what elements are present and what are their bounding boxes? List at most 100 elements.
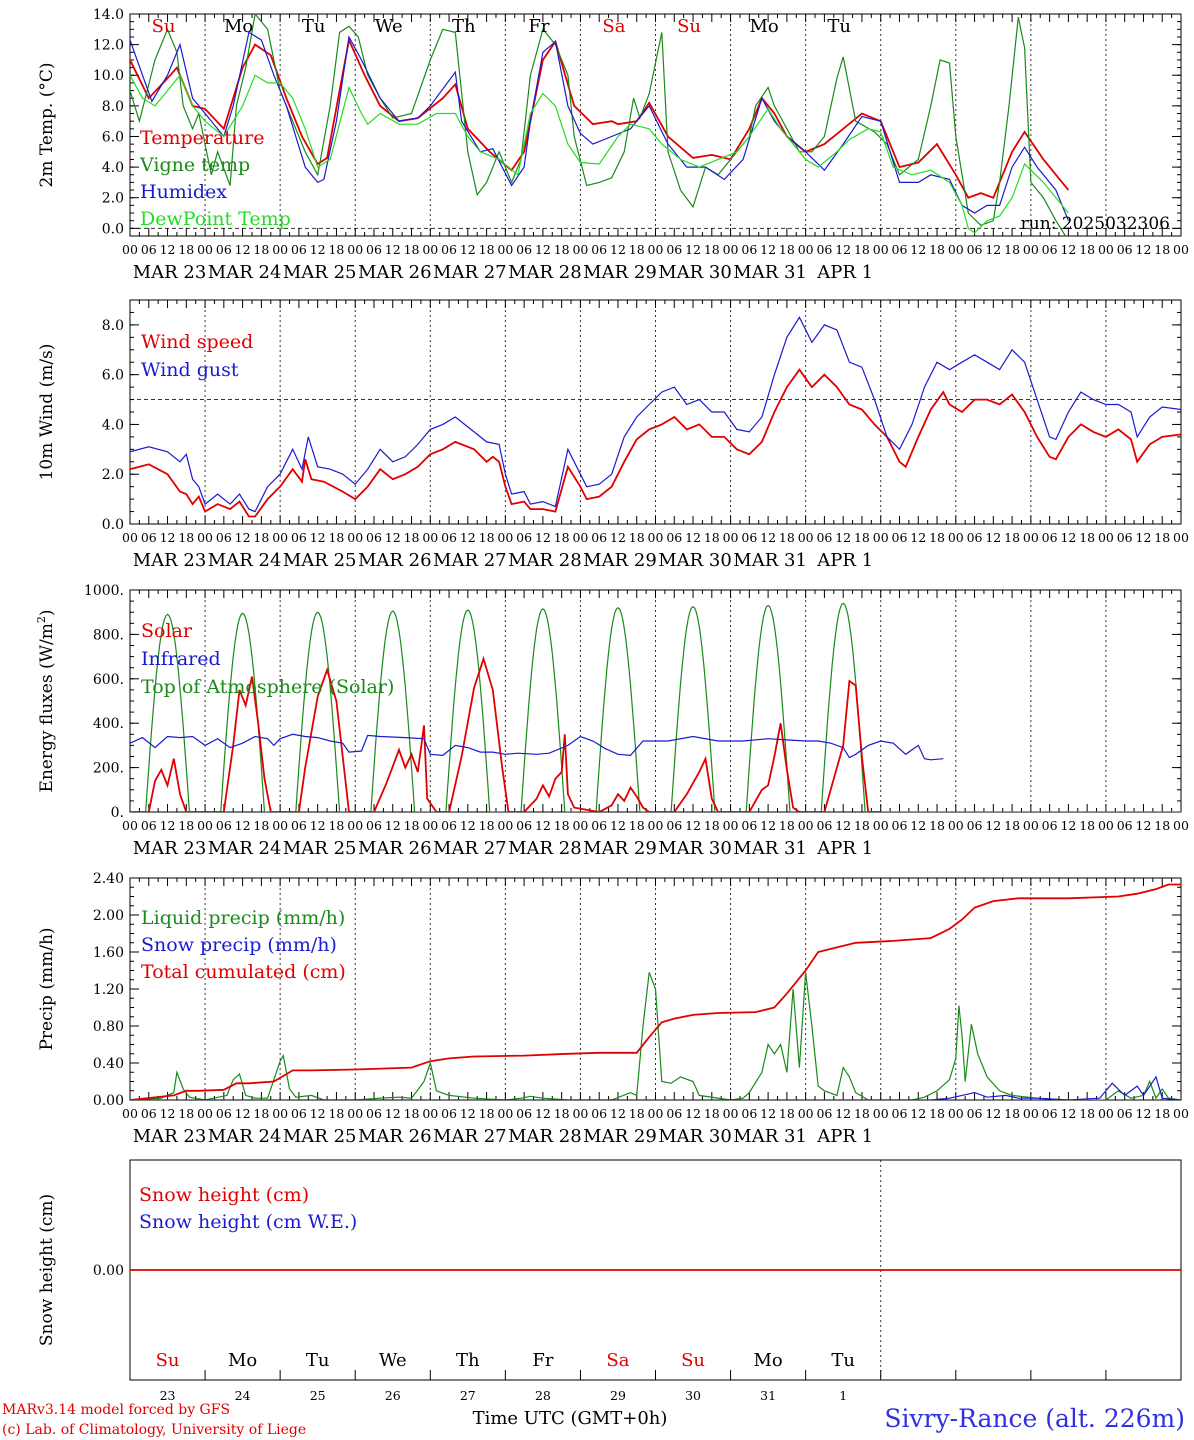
x-hour-label: 06 [216,1106,232,1121]
x-hour-label: 06 [816,530,832,545]
x-date-label: MAR 30 [658,838,732,859]
y-tick-label: 0.40 [93,1056,124,1072]
x-hour-label: 06 [1117,530,1133,545]
day-number-label: 27 [460,1388,476,1403]
y-tick-label: 0.00 [93,1093,124,1109]
x-hour-label: 00 [422,242,438,257]
x-hour-label: 12 [460,242,476,257]
x-hour-label: 06 [441,530,457,545]
x-hour-label: 18 [404,818,420,833]
weekday-label: Sa [606,1350,629,1371]
day-number-label: 24 [235,1388,251,1403]
x-hour-label: 00 [197,1106,213,1121]
x-hour-label: 00 [873,1106,889,1121]
x-date-label: MAR 25 [283,550,357,571]
x-hour-label: 06 [967,242,983,257]
x-date-label: MAR 28 [508,262,582,283]
x-hour-label: 18 [704,818,720,833]
x-hour-label: 06 [1042,242,1058,257]
x-hour-label: 12 [1136,1106,1152,1121]
day-number-label: 1 [839,1388,847,1403]
x-hour-label: 06 [366,242,382,257]
legend-entry: Solar [141,620,193,642]
x-date-label: MAR 26 [358,838,432,859]
y-tick-label: 2.0 [102,191,124,207]
footer-copyright: (c) Lab. of Climatology, University of L… [2,1422,306,1438]
day-number-label: 28 [535,1388,551,1403]
x-hour-label: 18 [554,818,570,833]
x-hour-label: 18 [704,530,720,545]
x-hour-label: 12 [610,1106,626,1121]
x-hour-label: 00 [422,530,438,545]
x-hour-label: 06 [666,530,682,545]
x-date-label: MAR 24 [208,838,282,859]
x-hour-label: 00 [422,818,438,833]
run-label: run: 2025032306 [1021,214,1170,234]
y-tick-label: 8.0 [102,318,124,334]
y-tick-label: 600. [93,672,124,688]
x-hour-label: 12 [685,242,701,257]
x-date-label: MAR 27 [433,550,507,571]
x-hour-label: 06 [366,530,382,545]
x-hour-label: 12 [310,530,326,545]
y-tick-label: 0.0 [102,221,124,237]
x-date-label: MAR 27 [433,838,507,859]
x-hour-label: 06 [741,242,757,257]
x-hour-label: 18 [479,242,495,257]
x-hour-label: 18 [479,530,495,545]
x-hour-label: 12 [760,242,776,257]
legend-entry: Wind speed [141,331,253,353]
x-date-label: MAR 31 [733,838,807,859]
x-hour-label: 18 [404,242,420,257]
x-date-label: APR 1 [816,838,873,859]
x-hour-label: 06 [516,1106,532,1121]
x-hour-label: 00 [347,242,363,257]
x-hour-label: 06 [591,242,607,257]
series-total-cumulated-cm- [130,883,1181,1100]
x-hour-label: 12 [1060,530,1076,545]
x-hour-label: 06 [366,1106,382,1121]
x-hour-label: 00 [272,1106,288,1121]
x-hour-label: 12 [760,818,776,833]
y-tick-label: 4.0 [102,160,124,176]
x-hour-label: 00 [497,818,513,833]
weekday-label-top: Th [452,16,476,37]
panel-precip: 0.00 0.40 0.80 1.20 1.60 2.00 2.40 Precip (mm/h… [37,871,1189,1147]
x-hour-label: 00 [572,530,588,545]
legend-entry: Snow height (cm W.E.) [139,1211,357,1233]
x-hour-label: 12 [685,818,701,833]
x-hour-label: 18 [629,1106,645,1121]
x-hour-label: 06 [441,818,457,833]
x-hour-label: 12 [985,818,1001,833]
x-hour-label: 00 [873,530,889,545]
x-hour-label: 00 [723,242,739,257]
y-tick-label: 14.0 [93,7,124,23]
x-hour-label: 06 [892,530,908,545]
x-hour-label: 06 [666,818,682,833]
y-tick-label: 0.00 [93,1263,124,1279]
x-hour-label: 06 [216,242,232,257]
x-hour-label: 06 [141,818,157,833]
x-hour-label: 18 [854,242,870,257]
x-hour-label: 12 [760,1106,776,1121]
x-date-label: MAR 23 [133,838,207,859]
x-date-label: APR 1 [816,550,873,571]
x-hour-label: 12 [535,1106,551,1121]
x-hour-label: 00 [197,818,213,833]
x-date-label: MAR 31 [733,262,807,283]
x-hour-label: 00 [347,530,363,545]
x-hour-label: 00 [948,530,964,545]
x-hour-label: 12 [1136,530,1152,545]
x-hour-label: 06 [1117,242,1133,257]
x-hour-label: 18 [328,530,344,545]
legend-entry: Total cumulated (cm) [141,961,346,983]
y-tick-label: 2.40 [93,871,124,887]
panel-energy: 0. 200. 400. 600. 800. 1000. Energy fluxes (W/… [35,583,1189,859]
x-hour-label: 06 [1117,818,1133,833]
weekday-label-top: Fr [528,16,549,37]
x-hour-label: 18 [178,530,194,545]
x-hour-label: 12 [1060,818,1076,833]
x-date-label: MAR 29 [583,1126,657,1147]
x-hour-label: 12 [460,1106,476,1121]
